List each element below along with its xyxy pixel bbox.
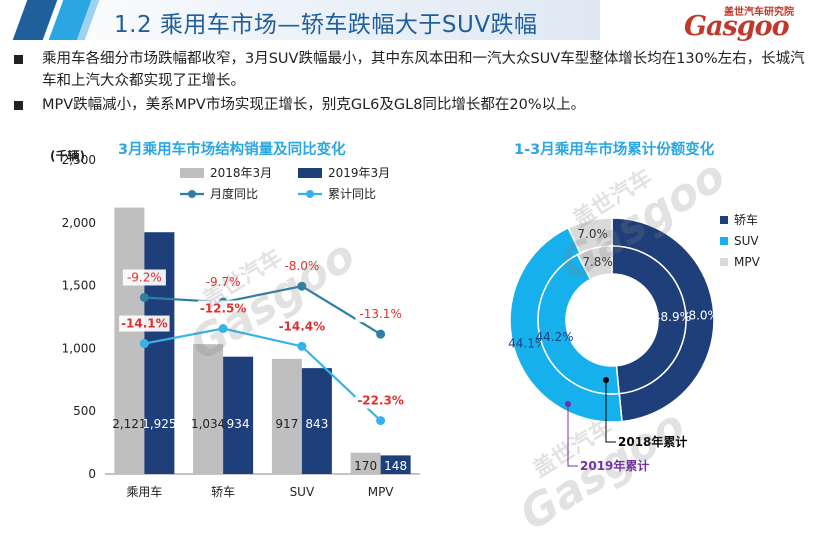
- y-tick-label: 1,000: [62, 341, 96, 355]
- line-value-label: -13.1%: [359, 307, 401, 321]
- donut-value-label: 48.0%: [681, 309, 719, 323]
- donut-slice-2018: [611, 245, 687, 395]
- bar-2018: [271, 358, 302, 474]
- line-label-bg: [355, 392, 406, 409]
- line-label-bg: [197, 300, 249, 317]
- bar-value-label: 148: [384, 459, 407, 473]
- gasgoo-logo: 盖世汽车研究院 Gasgoo: [676, 3, 816, 42]
- bar-2019: [301, 368, 332, 474]
- line-value-label: -9.2%: [127, 270, 162, 284]
- donut-chart: 48.0% 44.1% 7.0% 48.9% 44.2% 7.8% 轿车 SUV MPV 2018…: [508, 212, 761, 473]
- legend-marker: [188, 190, 196, 198]
- donut-legend-swatch: [720, 216, 728, 224]
- line-point: [376, 329, 386, 339]
- donut-value-label: 48.9%: [653, 310, 691, 324]
- donut-legend-swatch: [720, 258, 728, 266]
- donut-value-label: 44.1%: [508, 337, 546, 351]
- donut-slice-2018: [576, 245, 613, 281]
- series-line-monthly: [144, 285, 382, 336]
- donut-legend-label: 轿车: [734, 212, 758, 227]
- bar-2018: [114, 207, 145, 474]
- line-value-label: -14.1%: [121, 317, 168, 331]
- line-label-bg: [355, 306, 406, 323]
- bar-2018: [193, 344, 224, 474]
- bullet-text: MPV跌幅减小，美系MPV市场实现正增长，别克GL6及GL8同比增长都在20%以…: [42, 97, 586, 113]
- donut-legend-label: SUV: [734, 234, 759, 248]
- y-axis-unit: (千辆): [50, 150, 85, 163]
- x-tick-label: 轿车: [211, 484, 235, 499]
- bullet-square-icon: [14, 101, 23, 110]
- bar-value-label: 1,034: [191, 417, 225, 431]
- line-label-bg: [119, 315, 170, 332]
- bullet-item: 乘用车各细分市场跌幅都收窄，3月SUV跌幅最小，其中东风本田和一汽大众SUV车型…: [14, 48, 814, 92]
- y-tick-label: 1,500: [62, 279, 96, 293]
- page-title: 1.2 乘用车市场—轿车跌幅大于SUV跌幅: [114, 12, 538, 38]
- x-tick-label: 乘用车: [126, 484, 162, 499]
- bar-2019: [144, 232, 175, 474]
- line-point: [139, 292, 149, 302]
- y-tick-label: 2,000: [62, 216, 96, 230]
- legend-marker: [306, 190, 314, 198]
- legend-label: 2019年3月: [328, 166, 390, 180]
- line-value-label: -22.3%: [357, 394, 404, 408]
- ring-label-2018: 2018年累计: [618, 434, 687, 449]
- bar-chart-title: 3月乘用车市场结构销量及同比变化: [118, 142, 346, 158]
- logo-subtitle: 盖世汽车研究院: [724, 7, 794, 18]
- callout-line-2018: [605, 380, 616, 443]
- line-label-bg: [201, 274, 245, 291]
- line-point: [297, 281, 307, 291]
- bar-chart: (千辆) 0 500 1,000 1,500 2,000 2,500 乘用车 2,1211,92…: [50, 150, 420, 499]
- legend-swatch-2018: [180, 168, 204, 178]
- callout-line-2019: [567, 404, 578, 467]
- legend-label: 累计同比: [328, 187, 376, 201]
- bar-value-label: 917: [275, 417, 298, 431]
- line-value-label: -8.0%: [284, 259, 319, 273]
- donut-legend-label: MPV: [734, 255, 761, 269]
- legend-swatch-2019: [298, 168, 322, 178]
- donut-chart-title: 1-3月乘用车市场累计份额变化: [514, 142, 715, 158]
- title-bar: 1.2 乘用车市场—轿车跌幅大于SUV跌幅 盖世汽车研究院 Gasgoo: [0, 0, 820, 44]
- line-value-label: -12.5%: [200, 302, 247, 316]
- line-point: [376, 416, 386, 426]
- bar-2019: [223, 356, 254, 474]
- bar-2018: [350, 452, 381, 474]
- x-tick-label: SUV: [290, 485, 315, 499]
- bar-value-label: 1,925: [142, 417, 176, 431]
- bullet-list: 乘用车各细分市场跌幅都收窄，3月SUV跌幅最小，其中东风本田和一汽大众SUV车型…: [14, 48, 814, 118]
- donut-value-label: 7.8%: [582, 255, 613, 269]
- bullet-square-icon: [14, 55, 23, 64]
- y-tick-label: 0: [88, 467, 96, 481]
- bar-value-label: 934: [227, 417, 250, 431]
- logo-wordmark: Gasgoo: [684, 11, 790, 42]
- ring-label-2019: 2019年累计: [580, 458, 649, 473]
- donut-value-label: 7.0%: [577, 227, 608, 241]
- line-value-label: -14.4%: [279, 319, 326, 333]
- bullet-item: MPV跌幅减小，美系MPV市场实现正增长，别克GL6及GL8同比增长都在20%以…: [14, 94, 814, 116]
- title-background: [0, 0, 600, 40]
- x-tick-label: MPV: [368, 485, 395, 499]
- line-point: [218, 324, 228, 333]
- legend-label: 月度同比: [210, 186, 258, 201]
- line-point: [139, 339, 149, 349]
- line-point: [297, 341, 307, 351]
- donut-legend-swatch: [720, 237, 728, 245]
- line-value-label: -9.7%: [206, 275, 241, 289]
- line-label-bg: [122, 269, 166, 286]
- legend-label: 2018年3月: [210, 166, 272, 180]
- bar-value-label: 170: [354, 459, 377, 473]
- y-tick-label: 2,500: [62, 153, 96, 167]
- bar-2019: [380, 455, 411, 474]
- bar-value-label: 843: [305, 417, 328, 431]
- bullet-text: 乘用车各细分市场跌幅都收窄，3月SUV跌幅最小，其中东风本田和一汽大众SUV车型…: [42, 51, 805, 89]
- series-line-cumulative: [144, 327, 382, 422]
- donut-value-label: 44.2%: [535, 330, 573, 344]
- bar-value-label: 2,121: [112, 417, 146, 431]
- donut-slice-2018: [537, 253, 620, 395]
- line-label-bg: [280, 258, 324, 275]
- y-tick-label: 500: [73, 404, 96, 418]
- line-label-bg: [276, 318, 328, 335]
